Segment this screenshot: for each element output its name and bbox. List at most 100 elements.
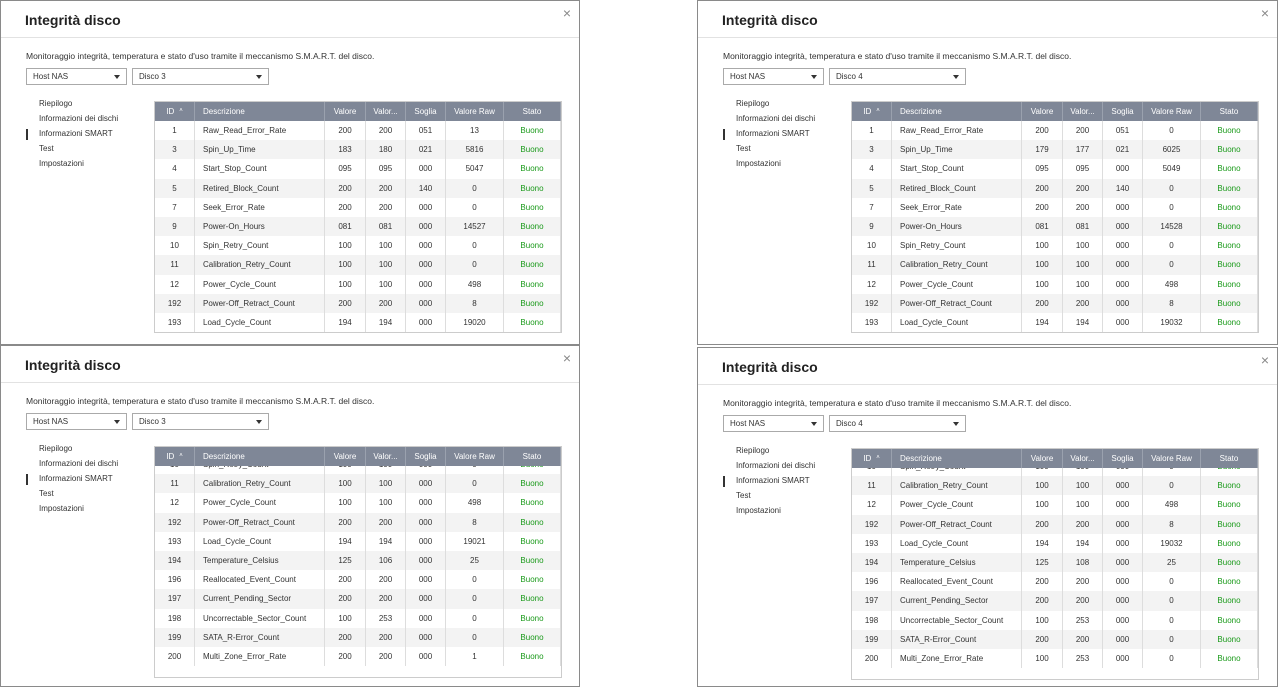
column-header[interactable]: Soglia: [406, 102, 446, 121]
table-body: 1 Raw_Read_Error_Rate 200 200 051 0 Buono 3 Spin…: [852, 121, 1258, 332]
disk-select[interactable]: Disco 4: [829, 415, 966, 432]
column-header[interactable]: Stato: [1201, 102, 1258, 121]
column-header[interactable]: Valore Raw: [1143, 449, 1201, 468]
column-header[interactable]: Valore: [1022, 449, 1063, 468]
divider: [698, 384, 1277, 385]
sort-icon: ˄: [179, 108, 183, 114]
column-header[interactable]: Descrizione: [892, 449, 1022, 468]
menu-item[interactable]: Informazioni dei dischi: [736, 461, 816, 470]
column-header[interactable]: Valor...: [366, 102, 406, 121]
column-header[interactable]: Valore Raw: [446, 102, 504, 121]
table-row: 193 Load_Cycle_Count 194 194 000 19032 Buono: [852, 533, 1258, 553]
table-cell: Power-Off_Retract_Count: [892, 293, 1022, 313]
host-select[interactable]: Host NAS: [26, 413, 127, 430]
table-cell: 200: [366, 570, 406, 590]
menu-item[interactable]: Impostazioni: [39, 504, 84, 513]
table-rows: 1 Raw_Read_Error_Rate 200 200 051 0 Buono 3 Spin…: [852, 121, 1258, 332]
menu-item[interactable]: Riepilogo: [736, 99, 770, 108]
table-cell: 200: [1022, 629, 1063, 649]
close-button[interactable]: ×: [1260, 5, 1269, 21]
column-header[interactable]: Descrizione: [195, 102, 325, 121]
table-cell: 0: [1143, 572, 1201, 592]
column-header[interactable]: Stato: [504, 102, 561, 121]
column-header[interactable]: Soglia: [406, 447, 446, 466]
table-row: 197 Current_Pending_Sector 200 200 000 0 Buono: [852, 591, 1258, 611]
table-cell: 100: [325, 255, 366, 275]
table-cell: 100: [1063, 476, 1103, 496]
table-cell: 200: [325, 627, 366, 647]
menu-item[interactable]: Impostazioni: [39, 159, 84, 168]
table-cell: 000: [406, 570, 446, 590]
column-header[interactable]: ID ˄: [155, 102, 195, 121]
menu-item[interactable]: Impostazioni: [736, 159, 781, 168]
table-cell: 194: [1063, 533, 1103, 553]
menu-item[interactable]: Impostazioni: [736, 506, 781, 515]
menu-item[interactable]: Informazioni dei dischi: [39, 114, 119, 123]
menu-item[interactable]: Riepilogo: [736, 446, 770, 455]
table-header: ID ˄ Descrizione Valore Valor... Soglia Valore…: [155, 102, 561, 121]
table-cell: Spin_Up_Time: [195, 140, 325, 160]
column-header[interactable]: Valore: [325, 102, 366, 121]
column-header[interactable]: ID ˄: [852, 102, 892, 121]
column-header[interactable]: ID ˄: [852, 449, 892, 468]
table-cell: 000: [1103, 274, 1143, 294]
column-header[interactable]: Valor...: [1063, 102, 1103, 121]
menu-item[interactable]: Informazioni SMART: [736, 129, 810, 138]
column-header[interactable]: Descrizione: [195, 447, 325, 466]
table-cell: 200: [325, 512, 366, 532]
table-cell: 000: [406, 550, 446, 571]
menu-item[interactable]: Informazioni dei dischi: [736, 114, 816, 123]
menu-item[interactable]: Riepilogo: [39, 99, 73, 108]
menu-item[interactable]: Test: [39, 489, 54, 498]
table-row: 193 Load_Cycle_Count 194 194 000 19021 Buono: [155, 531, 561, 551]
host-select[interactable]: Host NAS: [723, 415, 824, 432]
column-header[interactable]: Valore: [325, 447, 366, 466]
host-select[interactable]: Host NAS: [723, 68, 824, 85]
menu-item[interactable]: Riepilogo: [39, 444, 73, 453]
menu-item[interactable]: Informazioni SMART: [736, 476, 810, 485]
close-button[interactable]: ×: [562, 5, 571, 21]
menu-item[interactable]: Test: [736, 144, 751, 153]
table-cell: 0: [446, 178, 504, 198]
menu-item[interactable]: Informazioni SMART: [39, 129, 113, 138]
menu-item[interactable]: Test: [39, 144, 54, 153]
menu-item[interactable]: Test: [736, 491, 751, 500]
close-button[interactable]: ×: [1260, 352, 1269, 368]
disk-select[interactable]: Disco 4: [829, 68, 966, 85]
table-cell: Power_Cycle_Count: [195, 493, 325, 513]
table-cell: 051: [406, 121, 446, 141]
table-cell: Calibration_Retry_Count: [195, 474, 325, 494]
column-header[interactable]: Valore Raw: [446, 447, 504, 466]
table-cell: 196: [155, 570, 195, 590]
column-header[interactable]: Valor...: [366, 447, 406, 466]
table-cell: Buono: [1201, 293, 1258, 313]
column-header[interactable]: Stato: [504, 447, 561, 466]
table-cell: 1: [155, 121, 195, 141]
menu-item[interactable]: Informazioni SMART: [39, 474, 113, 483]
column-header[interactable]: Stato: [1201, 449, 1258, 468]
active-indicator: [723, 129, 725, 140]
table-cell: 0: [446, 589, 504, 609]
table-cell: 000: [1103, 476, 1143, 496]
column-header[interactable]: Soglia: [1103, 102, 1143, 121]
table-row: 200 Multi_Zone_Error_Rate 200 200 000 1 Buono: [155, 646, 561, 667]
disk-select[interactable]: Disco 3: [132, 68, 269, 85]
column-header[interactable]: Valor...: [1063, 449, 1103, 468]
table-cell: 000: [406, 493, 446, 513]
table-cell: 498: [1143, 274, 1201, 294]
host-select[interactable]: Host NAS: [26, 68, 127, 85]
disk-select[interactable]: Disco 3: [132, 413, 269, 430]
table-cell: 12: [852, 274, 892, 294]
column-header[interactable]: Valore Raw: [1143, 102, 1201, 121]
table-row: 9 Power-On_Hours 081 081 000 14527 Buono: [155, 216, 561, 237]
table-cell: 100: [325, 466, 366, 475]
column-header[interactable]: Valore: [1022, 102, 1063, 121]
smart-table: ID ˄ Descrizione Valore Valor... Soglia Valore…: [851, 448, 1259, 680]
column-header[interactable]: Descrizione: [892, 102, 1022, 121]
column-header[interactable]: ID ˄: [155, 447, 195, 466]
menu-item[interactable]: Informazioni dei dischi: [39, 459, 119, 468]
close-button[interactable]: ×: [562, 350, 571, 366]
column-header[interactable]: Soglia: [1103, 449, 1143, 468]
table-cell: Load_Cycle_Count: [892, 312, 1022, 332]
table-cell: 0: [446, 466, 504, 475]
